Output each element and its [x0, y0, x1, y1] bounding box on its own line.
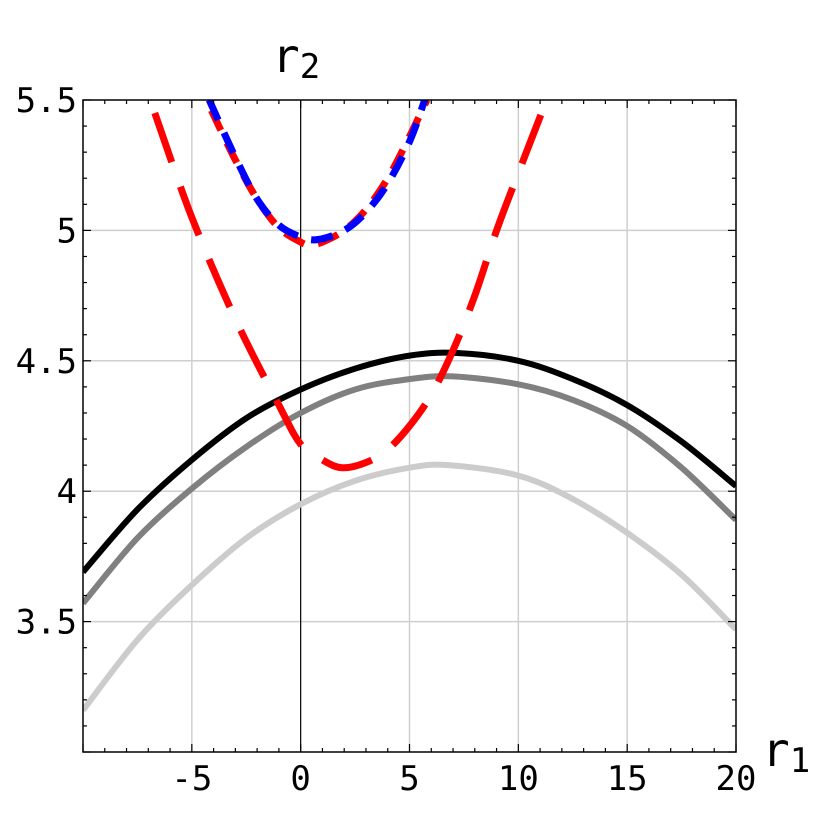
y-tick-label: 4.5	[16, 342, 77, 382]
series-line-6	[206, 100, 429, 244]
x-axis-label-base: r	[762, 723, 790, 777]
series-layer	[83, 100, 736, 713]
y-axis-label: r2	[272, 29, 320, 87]
y-axis-label-base: r	[272, 29, 300, 83]
ticks	[82, 99, 737, 753]
x-tick-label: 0	[290, 759, 310, 799]
y-tick-label: 4	[57, 472, 77, 512]
y-tick-label: 5	[57, 211, 77, 251]
y-tick-label: 3.5	[16, 603, 77, 643]
y-axis-label-sub: 2	[300, 47, 320, 87]
x-tick-label: 10	[498, 759, 539, 799]
y-tick-label: 5.5	[16, 81, 77, 121]
series-line-1	[83, 349, 736, 574]
x-tick-label: 5	[399, 759, 419, 799]
series-line-3	[83, 461, 736, 713]
tick-labels: -5 0 5 10 15 20 3.5 4 4.5 5 5.5	[16, 81, 757, 799]
series-line-4	[151, 100, 550, 472]
x-axis-label-sub: 1	[790, 741, 810, 781]
x-tick-label: -5	[171, 759, 212, 799]
x-tick-label: 20	[716, 759, 757, 799]
x-axis-label: r1	[762, 723, 810, 781]
x-tick-label: 15	[607, 759, 648, 799]
series-line-2	[83, 373, 736, 606]
